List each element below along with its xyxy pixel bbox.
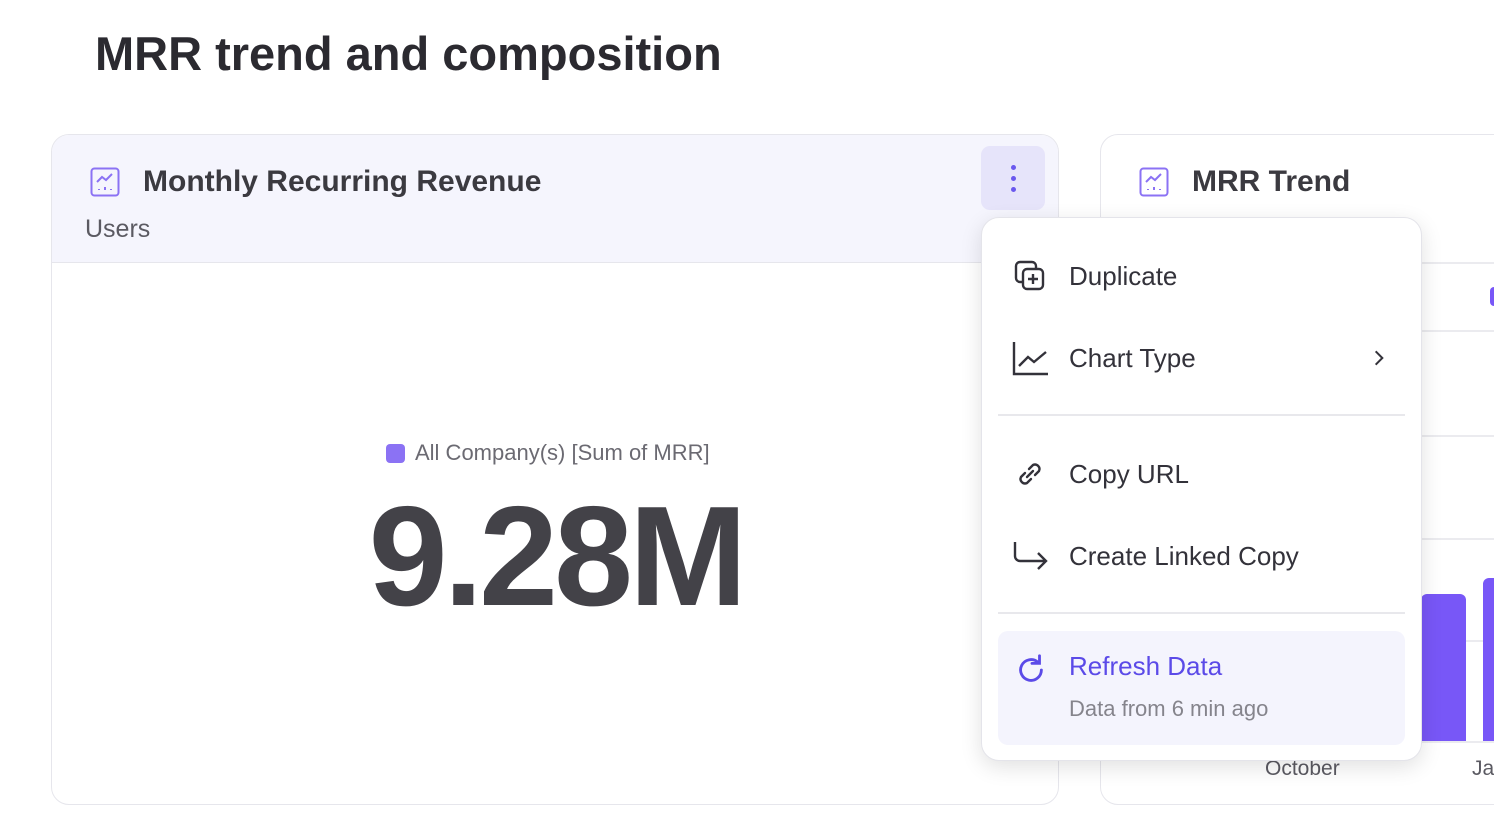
kebab-vertical-icon bbox=[1010, 164, 1016, 170]
card-title: MRR Trend bbox=[1192, 165, 1351, 198]
chart-line-icon bbox=[90, 167, 120, 197]
link-icon bbox=[1019, 463, 1041, 485]
menu-item-duplicate[interactable]: Duplicate bbox=[998, 244, 1405, 308]
menu-item-create-linked-copy[interactable]: Create Linked Copy bbox=[998, 524, 1405, 588]
arrow-corner-down-right-icon bbox=[1013, 542, 1048, 570]
menu-item-label: Create Linked Copy bbox=[1069, 540, 1299, 571]
card-header: Monthly Recurring Revenue Users bbox=[52, 135, 1058, 263]
refresh-detail: Data from 6 min ago bbox=[1069, 696, 1269, 721]
duplicate-icon bbox=[1014, 260, 1045, 291]
options-menu: Duplicate Chart Type Copy URL Create Lin… bbox=[981, 217, 1422, 761]
bar[interactable] bbox=[1421, 594, 1466, 741]
divider bbox=[998, 414, 1405, 416]
card-title: Monthly Recurring Revenue bbox=[143, 165, 542, 198]
more-options-button[interactable] bbox=[981, 146, 1045, 210]
metric-value: 9.28M bbox=[368, 477, 748, 636]
card-subtitle: Users bbox=[85, 215, 151, 243]
line-chart-icon bbox=[1012, 342, 1048, 376]
x-tick-label: Ja bbox=[1472, 757, 1494, 780]
chart-line-icon bbox=[1139, 167, 1169, 197]
mrr-card: Monthly Recurring Revenue Users All Comp… bbox=[51, 134, 1059, 805]
menu-item-chart-type[interactable]: Chart Type bbox=[998, 326, 1405, 390]
menu-item-label: Chart Type bbox=[1069, 342, 1196, 373]
refresh-icon bbox=[1019, 654, 1043, 682]
legend-swatch bbox=[1490, 287, 1494, 306]
divider bbox=[998, 612, 1405, 614]
page-title: MRR trend and composition bbox=[95, 27, 722, 80]
legend-label: All Company(s) [Sum of MRR] bbox=[415, 440, 710, 465]
menu-item-copy-url[interactable]: Copy URL bbox=[998, 442, 1405, 506]
legend-swatch bbox=[386, 443, 405, 463]
refresh-label: Refresh Data bbox=[1069, 651, 1223, 681]
legend: All Company(s) [Sum of MRR] bbox=[386, 440, 710, 466]
menu-item-label: Duplicate bbox=[1069, 260, 1178, 291]
chevron-right-icon bbox=[1374, 350, 1384, 366]
bar[interactable] bbox=[1483, 578, 1494, 741]
menu-item-refresh-data[interactable]: Refresh Data Data from 6 min ago bbox=[998, 631, 1405, 745]
x-tick-label: October bbox=[1265, 757, 1340, 780]
menu-item-label: Copy URL bbox=[1069, 458, 1189, 489]
